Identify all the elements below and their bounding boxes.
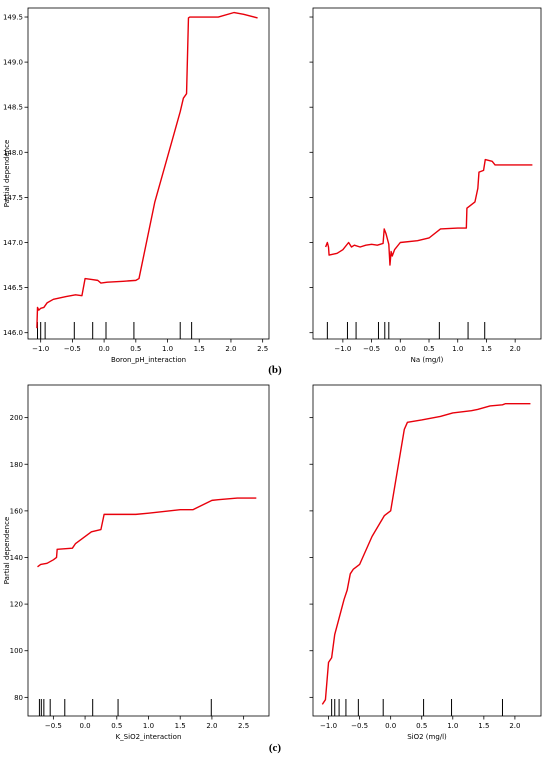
y-tick-label: 140 <box>10 554 23 562</box>
y-tick-label: 100 <box>10 647 23 655</box>
x-tick-label: 0.5 <box>111 722 122 730</box>
caption-b: (b) <box>268 364 282 376</box>
y-tick-label: 160 <box>10 507 23 515</box>
y-tick-label: 149.5 <box>3 14 23 22</box>
x-tick-label: −1.0 <box>320 722 337 730</box>
x-tick-label: 2.0 <box>206 722 217 730</box>
x-axis-label: Na (mg/l) <box>411 356 444 364</box>
x-tick-label: −1.0 <box>32 345 49 353</box>
x-axis-label: Boron_pH_interaction <box>111 356 186 364</box>
y-tick-label: 146.5 <box>3 284 23 292</box>
chart-sio2: −1.0 −0.5 0.0 0.5 1.0 1.5 2.0 SiO2 (mg/l) <box>309 384 542 741</box>
y-tick-label: 148.0 <box>3 149 23 157</box>
x-tick-label: 0.5 <box>423 345 434 353</box>
x-tick-label: 0.0 <box>385 722 396 730</box>
y-tick-label: 148.5 <box>3 104 23 112</box>
pd-line <box>36 11 258 329</box>
x-tick-label: 2.5 <box>257 345 268 353</box>
axes-frame <box>27 7 270 340</box>
x-tick-label: 1.5 <box>478 722 489 730</box>
x-tick-label: 1.0 <box>162 345 173 353</box>
y-tick-label: 147.5 <box>3 194 23 202</box>
x-tick-label: 2.5 <box>238 722 249 730</box>
chart-boron: −1.0 −0.5 0.0 0.5 1.0 1.5 2.0 2.5 146.0 146.5 147.… <box>3 7 270 364</box>
y-tick-label: 146.0 <box>3 329 23 337</box>
pd-line <box>324 158 533 266</box>
x-tick-label: 1.5 <box>175 722 186 730</box>
x-tick-label: 2.0 <box>509 722 520 730</box>
x-axis-label: K_SiO2_interaction <box>116 733 182 741</box>
x-tick-label: 0.5 <box>130 345 141 353</box>
x-tick-label: 0.5 <box>416 722 427 730</box>
x-tick-label: −0.5 <box>45 722 62 730</box>
x-tick-label: −0.5 <box>351 722 368 730</box>
axes-frame <box>27 384 270 717</box>
y-tick-label: 149.0 <box>3 59 23 67</box>
x-tick-label: −0.5 <box>363 345 380 353</box>
caption-c: (c) <box>268 742 282 754</box>
chart-na: −1.0 −0.5 0.0 0.5 1.0 1.5 2.0 Na (mg/l) <box>309 7 542 364</box>
y-tick-label: 200 <box>10 414 23 422</box>
x-tick-label: 2.0 <box>510 345 521 353</box>
x-tick-label: 0.0 <box>395 345 406 353</box>
x-tick-label: 1.0 <box>447 722 458 730</box>
axes-frame <box>312 7 542 340</box>
axes-frame <box>312 384 542 717</box>
y-tick-label: 120 <box>10 601 23 609</box>
y-tick-label: 180 <box>10 461 23 469</box>
y-axis-label: Partial dependence <box>3 140 11 208</box>
x-tick-label: −0.5 <box>64 345 81 353</box>
chart-k-sio2: −0.5 0.0 0.5 1.0 1.5 2.0 2.5 80 100 120 140 160 180 2… <box>3 384 270 741</box>
pd-line <box>37 497 257 568</box>
x-tick-label: 1.5 <box>481 345 492 353</box>
x-tick-label: 2.0 <box>225 345 236 353</box>
x-axis-label: SiO2 (mg/l) <box>407 733 447 741</box>
pd-line <box>321 402 531 705</box>
x-tick-label: 1.0 <box>452 345 463 353</box>
y-tick-label: 80 <box>14 694 23 702</box>
y-axis-label: Partial dependence <box>3 517 11 585</box>
x-tick-label: −1.0 <box>334 345 351 353</box>
x-tick-label: 0.0 <box>80 722 91 730</box>
y-tick-label: 147.0 <box>3 239 23 247</box>
x-tick-label: 1.5 <box>194 345 205 353</box>
x-tick-label: 1.0 <box>143 722 154 730</box>
x-tick-label: 0.0 <box>99 345 110 353</box>
